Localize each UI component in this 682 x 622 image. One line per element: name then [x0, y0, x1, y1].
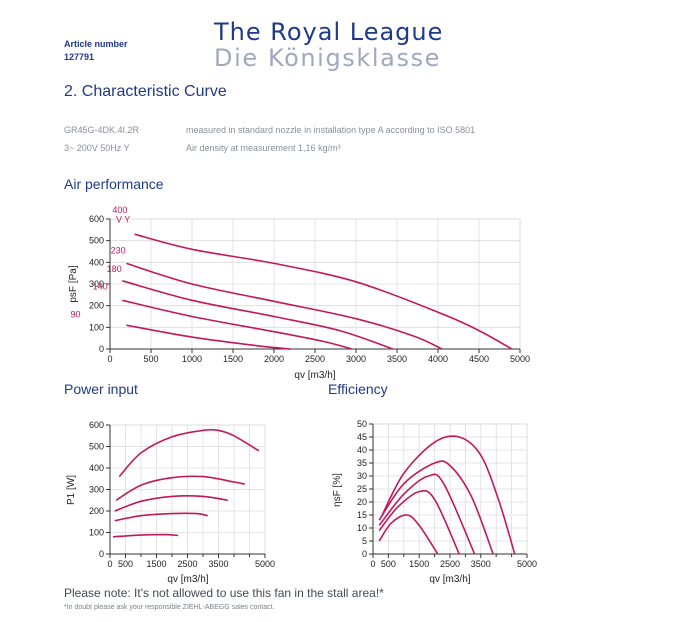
efficiency-series-180	[378, 473, 476, 555]
power-x-axis-label: qv [m3/h]	[167, 574, 208, 585]
air-series-230	[126, 262, 443, 350]
efficiency-y-axis-label: ηsF [%]	[332, 473, 343, 507]
brand-line-1: The Royal League	[214, 18, 444, 46]
power-y-tick-label: 500	[89, 442, 104, 452]
air-x-tick-label: 3000	[346, 354, 366, 364]
efficiency-series-90	[378, 514, 439, 555]
article-number-value: 127791	[64, 52, 95, 62]
power-y-tick-label: 200	[89, 506, 104, 516]
power-series-140	[114, 512, 208, 522]
efficiency-series-400	[381, 435, 516, 555]
efficiency-x-axis-label: qv [m3/h]	[429, 574, 470, 585]
air-series-90	[126, 324, 291, 350]
air-x-tick-label: 5000	[510, 354, 530, 364]
power-y-tick-label: 300	[89, 485, 104, 495]
efficiency-y-tick-label: 5	[362, 536, 367, 546]
air-x-tick-label: 1000	[182, 354, 202, 364]
efficiency-x-tick-label: 1500	[409, 559, 429, 569]
power-y-tick-label: 600	[89, 420, 104, 430]
power-x-tick-label: 3500	[208, 559, 228, 569]
efficiency-y-tick-label: 35	[357, 458, 367, 468]
air-y-tick-label: 300	[89, 279, 104, 289]
power-y-tick-label: 400	[89, 463, 104, 473]
air-annotation: 90	[71, 310, 81, 320]
air-series-400	[134, 233, 513, 350]
air-annotation: V Y	[116, 214, 130, 224]
efficiency-x-tick-label: 5000	[517, 559, 537, 569]
efficiency-y-tick-label: 45	[357, 432, 367, 442]
air-annotation: 140	[93, 281, 108, 291]
air-performance-title: Air performance	[64, 176, 164, 192]
efficiency-y-tick-label: 30	[357, 471, 367, 481]
power-series-400	[118, 428, 260, 478]
air-x-tick-label: 4000	[428, 354, 448, 364]
air-x-axis-label: qv [m3/h]	[294, 370, 335, 381]
power-y-axis-label: P1 [W]	[66, 475, 77, 505]
efficiency-x-tick-label: 500	[381, 559, 396, 569]
efficiency-title: Efficiency	[328, 381, 388, 397]
stall-warning: Please note: It's not allowed to use thi…	[64, 586, 384, 600]
air-annotation: 180	[107, 264, 122, 274]
air-y-tick-label: 100	[89, 322, 104, 332]
spec-measurement: measured in standard nozzle in installat…	[186, 125, 476, 135]
air-y-tick-label: 600	[89, 214, 104, 224]
spec-voltage: 3~ 200V 50Hz Y	[64, 143, 130, 153]
air-y-tick-label: 0	[99, 344, 104, 354]
air-x-tick-label: 4500	[469, 354, 489, 364]
air-x-tick-label: 0	[107, 354, 112, 364]
power-y-tick-label: 100	[89, 528, 104, 538]
efficiency-y-tick-label: 0	[362, 549, 367, 559]
efficiency-x-tick-label: 0	[370, 559, 375, 569]
power-x-tick-label: 1500	[146, 559, 166, 569]
sales-contact-note: *In doubt please ask your responsible ZI…	[64, 604, 275, 611]
air-annotation: 230	[111, 246, 126, 256]
efficiency-y-tick-label: 15	[357, 510, 367, 520]
power-x-tick-label: 500	[118, 559, 133, 569]
power-y-tick-label: 0	[99, 549, 104, 559]
air-y-tick-label: 500	[89, 236, 104, 246]
article-number-label: Article number	[64, 39, 128, 49]
power-x-tick-label: 0	[107, 559, 112, 569]
efficiency-x-tick-label: 3500	[471, 559, 491, 569]
efficiency-y-tick-label: 50	[357, 419, 367, 429]
power-series-230	[115, 475, 245, 501]
air-y-tick-label: 200	[89, 301, 104, 311]
air-x-tick-label: 2500	[305, 354, 325, 364]
efficiency-y-tick-label: 20	[357, 497, 367, 507]
power-x-tick-label: 2500	[177, 559, 197, 569]
air-y-tick-label: 400	[89, 257, 104, 267]
power-x-tick-label: 5000	[255, 559, 275, 569]
efficiency-y-tick-label: 10	[357, 523, 367, 533]
section-title: 2. Characteristic Curve	[64, 83, 227, 100]
power-series-180	[114, 495, 228, 512]
air-series-180	[122, 280, 394, 350]
power-series-90	[113, 533, 179, 538]
brand-line-2: Die Königsklasse	[214, 44, 442, 72]
air-x-tick-label: 500	[143, 354, 158, 364]
air-x-tick-label: 1500	[223, 354, 243, 364]
air-annotation: 400	[112, 205, 127, 215]
air-x-tick-label: 2000	[264, 354, 284, 364]
efficiency-series-230	[378, 460, 494, 555]
air-y-axis-label: psF [Pa]	[68, 265, 79, 302]
efficiency-x-tick-label: 2500	[440, 559, 460, 569]
air-series-140	[122, 299, 353, 350]
power-input-title: Power input	[64, 381, 138, 397]
spec-model: GR45G-4DK.4I.2R	[64, 125, 140, 135]
air-x-tick-label: 3500	[387, 354, 407, 364]
efficiency-series-140	[378, 489, 460, 555]
efficiency-y-tick-label: 40	[357, 445, 367, 455]
spec-density: Air density at measurement 1,16 kg/m³	[186, 143, 341, 153]
efficiency-y-tick-label: 25	[357, 484, 367, 494]
